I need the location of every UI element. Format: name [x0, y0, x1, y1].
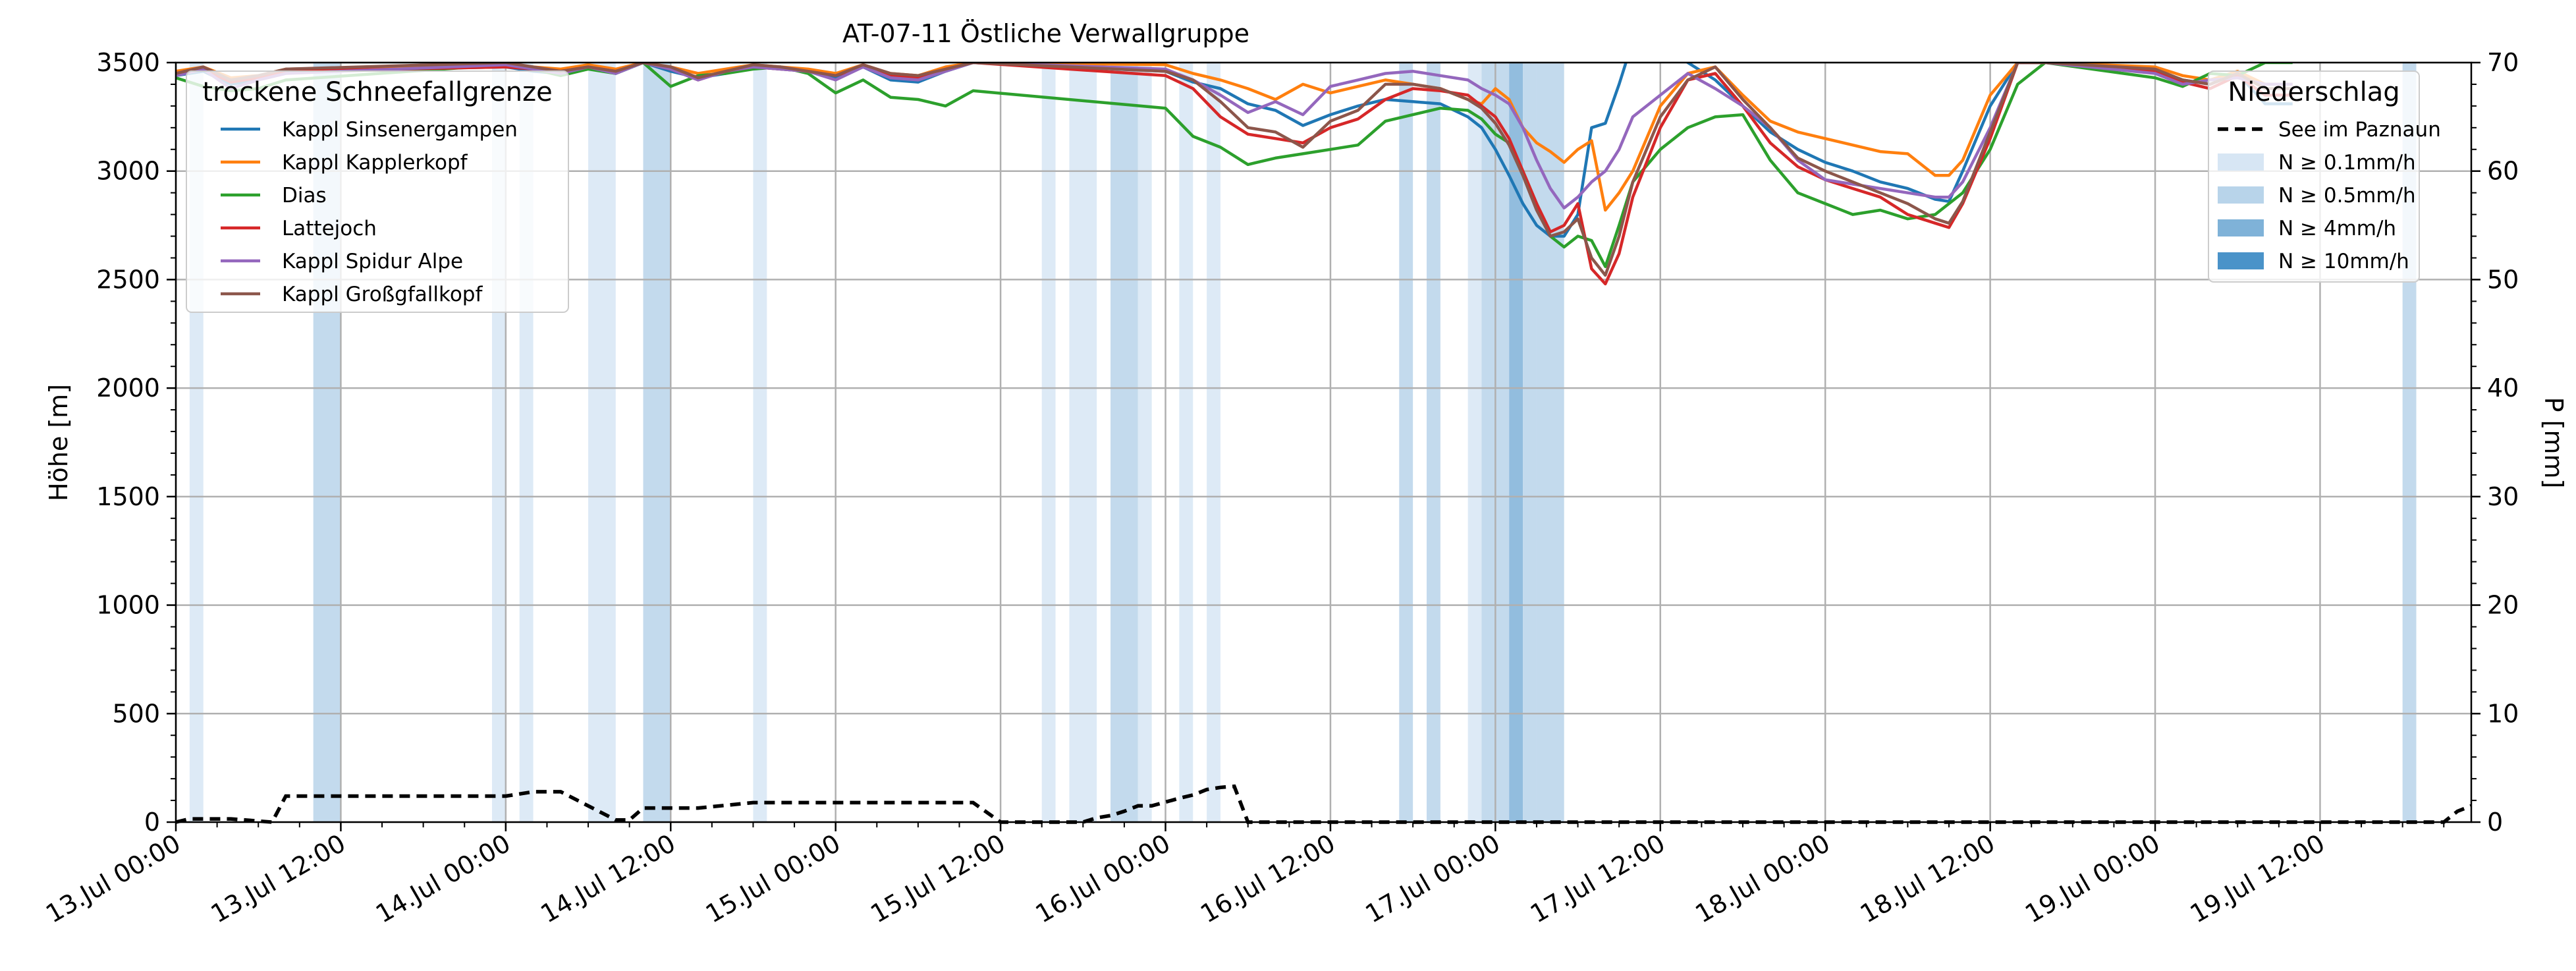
precip-band-5 — [643, 63, 671, 822]
x-tick-label-5: 15.Jul 12:00 — [865, 829, 1010, 929]
snowline-series — [176, 63, 2293, 286]
precip-band-4 — [588, 63, 616, 822]
precip-band-8 — [1069, 63, 1097, 822]
y-tick-label-3: 1500 — [96, 482, 160, 511]
precip-band-18 — [1523, 63, 1537, 822]
precip-band-12 — [1207, 63, 1220, 822]
y-tick-label-0: 0 — [144, 808, 160, 837]
series-line-dias — [176, 63, 2293, 268]
precip-band-11 — [1179, 63, 1193, 822]
legend-precip: Niederschlag See im Paznaun N ≥ 0.1mm/h N ≥… — [2208, 70, 2441, 283]
legend-precip-title: Niederschlag — [2228, 77, 2399, 107]
legend-snowline-label-0: Kappl Sinsenergampen — [282, 118, 518, 142]
y2-tick-label-5: 50 — [2487, 265, 2519, 294]
legend-precip-label-0: See im Paznaun — [2278, 118, 2441, 142]
y-axis-label: Höhe [m] — [44, 384, 73, 501]
y-tick-label-7: 3500 — [96, 48, 160, 77]
precip-line-see-im-paznaun — [175, 784, 2473, 824]
legend-precip-label-3: N ≥ 4mm/h — [2278, 217, 2396, 240]
y2-tick-label-4: 40 — [2487, 374, 2519, 402]
x-tick-label-12: 19.Jul 00:00 — [2020, 829, 2164, 929]
x-tick-label-3: 14.Jul 12:00 — [535, 829, 680, 929]
y2-tick-label-0: 0 — [2487, 808, 2503, 837]
legend-precip-label-4: N ≥ 10mm/h — [2278, 250, 2409, 273]
legend-snowline-title: trockene Schneefallgrenze — [202, 77, 552, 107]
legend-snowline-label-3: Lattejoch — [282, 217, 377, 240]
x-tick-label-13: 19.Jul 12:00 — [2185, 829, 2330, 929]
x-tick-label-8: 17.Jul 00:00 — [1361, 829, 1505, 929]
legend-precip-label-1: N ≥ 0.1mm/h — [2278, 151, 2416, 175]
y-tick-label-5: 2500 — [96, 265, 160, 294]
plot-frame — [175, 61, 2473, 823]
y2-axis-label: P [mm] — [2539, 397, 2568, 489]
precip-series — [175, 784, 2473, 824]
x-tick-label-9: 17.Jul 12:00 — [1525, 829, 1670, 929]
series-line-kappl-gro-gfallkopf — [176, 63, 2293, 277]
precip-band-19 — [1536, 63, 1564, 822]
legend-precip-label-2: N ≥ 0.5mm/h — [2278, 184, 2416, 208]
legend-snowline-label-4: Kappl Spidur Alpe — [282, 250, 463, 273]
y2-tick-label-2: 20 — [2487, 591, 2519, 620]
series-line-kappl-spidur-alpe — [176, 63, 2293, 209]
y2-tick-label-7: 70 — [2487, 48, 2519, 77]
legend-precip-swatch-2 — [2218, 186, 2264, 204]
chart-title: AT-07-11 Östliche Verwallgruppe — [842, 19, 1249, 48]
y2-tick-label-1: 10 — [2487, 699, 2519, 728]
y-tick-label-4: 2000 — [96, 374, 160, 402]
x-tick-label-1: 13.Jul 12:00 — [206, 829, 350, 929]
precip-band-14 — [1427, 63, 1440, 822]
precip-band-7 — [1041, 63, 1056, 822]
x-tick-label-4: 15.Jul 00:00 — [701, 829, 845, 929]
y-tick-label-6: 3000 — [96, 157, 160, 186]
legend-precip-swatch-1 — [2218, 153, 2264, 171]
precip-band-9 — [1110, 63, 1138, 822]
legend-precip-swatch-3 — [2218, 219, 2264, 236]
legend-snowline: trockene Schneefallgrenze Kappl Sinsenerg… — [186, 70, 569, 313]
y-tick-label-2: 1000 — [96, 591, 160, 620]
x-tick-label-7: 16.Jul 12:00 — [1195, 829, 1340, 929]
x-tick-label-2: 14.Jul 00:00 — [371, 829, 515, 929]
x-tick-label-0: 13.Jul 00:00 — [41, 829, 185, 929]
precip-band-6 — [753, 63, 767, 822]
x-tick-label-6: 16.Jul 00:00 — [1031, 829, 1175, 929]
legend-snowline-label-2: Dias — [282, 184, 327, 208]
legend-snowline-label-5: Kappl Großgfallkopf — [282, 283, 483, 306]
x-tick-label-10: 18.Jul 00:00 — [1690, 829, 1834, 929]
legend-snowline-box — [186, 70, 569, 313]
legend-precip-swatch-4 — [2218, 252, 2264, 269]
x-tick-label-11: 18.Jul 12:00 — [1855, 829, 2000, 929]
precip-band-13 — [1399, 63, 1413, 822]
y2-tick-label-3: 30 — [2487, 482, 2519, 511]
y2-tick-label-6: 60 — [2487, 157, 2519, 186]
y-tick-label-1: 500 — [112, 699, 160, 728]
precip-band-15 — [1467, 63, 1482, 822]
precip-band-17 — [1509, 63, 1523, 822]
precip-band-10 — [1137, 63, 1152, 822]
legend-snowline-label-1: Kappl Kapplerkopf — [282, 151, 468, 175]
